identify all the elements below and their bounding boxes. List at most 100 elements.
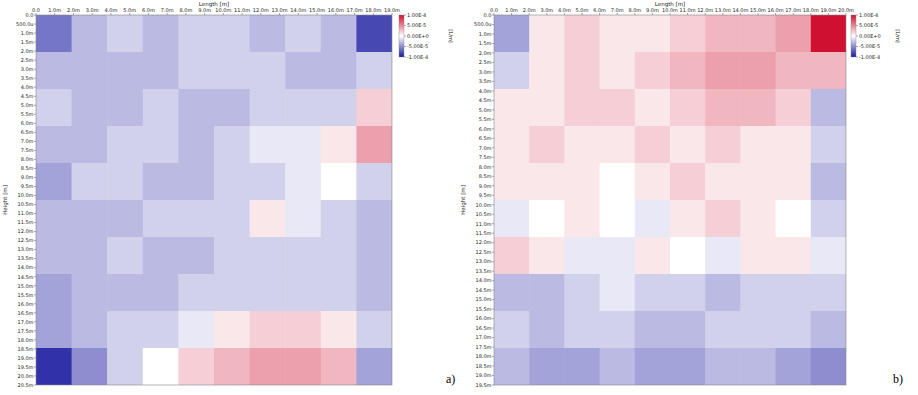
y-tick <box>492 318 494 319</box>
y-tick <box>34 195 36 196</box>
x-tick <box>110 13 111 15</box>
cell <box>250 52 286 90</box>
cell <box>143 15 179 53</box>
cell <box>740 274 776 312</box>
y-tick <box>34 357 36 358</box>
y-tick-label: 13.5m <box>17 255 33 261</box>
x-tick <box>167 13 168 15</box>
y-tick <box>492 119 494 120</box>
colorbar-tick-label: 0.00E+0 <box>859 33 881 39</box>
y-tick <box>492 309 494 310</box>
cell <box>356 15 392 53</box>
y-tick-label: 15.0m <box>475 296 491 302</box>
cell <box>776 237 812 275</box>
cell <box>740 52 776 90</box>
x-tick <box>546 13 547 15</box>
y-tick-label: 4.0m <box>21 84 34 90</box>
y-tick-label: 9.0m <box>21 174 34 180</box>
x-tick <box>185 13 186 15</box>
y-tick-label: 11.0m <box>475 221 491 227</box>
y-tick-label: 3.0m <box>21 66 34 72</box>
cell <box>564 274 600 312</box>
x-tick <box>687 13 688 15</box>
cell <box>72 311 108 349</box>
x-tick <box>54 13 55 15</box>
cell <box>36 274 72 312</box>
y-tick <box>492 356 494 357</box>
y-tick-label: 3.5m <box>479 78 492 84</box>
cell <box>529 126 565 164</box>
cell <box>494 311 530 349</box>
y-tick <box>34 114 36 115</box>
x-tick <box>36 13 37 15</box>
x-tick <box>317 13 318 15</box>
y-tick <box>492 185 494 186</box>
cell <box>250 274 286 312</box>
cell <box>285 52 321 90</box>
y-tick <box>492 366 494 367</box>
y-tick-label: 1.5m <box>479 40 492 46</box>
y-tick <box>492 176 494 177</box>
cell <box>600 89 636 127</box>
cell <box>670 348 706 385</box>
cell <box>776 348 812 385</box>
y-tick-label: 18.5m <box>17 346 33 352</box>
y-tick <box>492 90 494 91</box>
x-tick-label: 7.0m <box>161 7 174 13</box>
cell <box>178 237 214 275</box>
cell <box>250 237 286 275</box>
y-tick <box>492 337 494 338</box>
x-tick-label: 16.0m <box>328 7 344 13</box>
panel: 0.01.0m2.0m3.0m4.0m5.0m6.0m7.0m8.0m9.0m1… <box>2 1 455 388</box>
cell <box>564 311 600 349</box>
cell <box>670 89 706 127</box>
y-tick-label: 10.0m <box>475 202 491 208</box>
cell <box>321 311 357 349</box>
y-tick-label: 18.0m <box>17 337 33 343</box>
cell <box>250 15 286 53</box>
cell <box>72 274 108 312</box>
y-tick-label: 7.0m <box>479 145 492 151</box>
cell <box>285 348 321 385</box>
cell <box>36 163 72 201</box>
y-tick <box>492 271 494 272</box>
x-tick-label: 4.0m <box>558 7 571 13</box>
x-tick-label: 15.0m <box>309 7 325 13</box>
y-tick-label: 16.0m <box>17 301 33 307</box>
y-tick <box>34 60 36 61</box>
cell <box>356 126 392 164</box>
y-tick-label: 10.5m <box>17 201 33 207</box>
cell <box>143 89 179 127</box>
cell <box>321 126 357 164</box>
x-tick <box>73 13 74 15</box>
x-tick <box>722 13 723 15</box>
cell <box>214 163 250 201</box>
y-tick-label: 9.5m <box>21 183 34 189</box>
y-tick-label: 13.0m <box>475 258 491 264</box>
y-tick-label: 15.5m <box>17 292 33 298</box>
cell <box>494 200 530 238</box>
y-tick <box>34 258 36 259</box>
y-tick-label: 19.5m <box>475 382 491 388</box>
cell <box>705 15 741 53</box>
y-tick-label: 7.5m <box>479 154 492 160</box>
colorbar-tick-label: 1.00E-4 <box>407 12 426 18</box>
y-tick <box>492 166 494 167</box>
x-tick <box>564 13 565 15</box>
y-tick-label: 19.5m <box>17 364 33 370</box>
x-axis-title: Length [m] <box>655 1 685 8</box>
y-tick-label: 13.5m <box>475 268 491 274</box>
x-tick <box>582 13 583 15</box>
cell <box>250 163 286 201</box>
cell <box>811 52 846 90</box>
y-tick-label: 2.0m <box>479 50 492 56</box>
y-tick <box>34 51 36 52</box>
x-tick <box>335 13 336 15</box>
x-tick <box>740 13 741 15</box>
cell <box>214 126 250 164</box>
cell <box>529 15 565 53</box>
cell <box>356 348 392 385</box>
y-tick <box>492 33 494 34</box>
y-tick-label: 16.0m <box>475 315 491 321</box>
x-tick <box>793 13 794 15</box>
